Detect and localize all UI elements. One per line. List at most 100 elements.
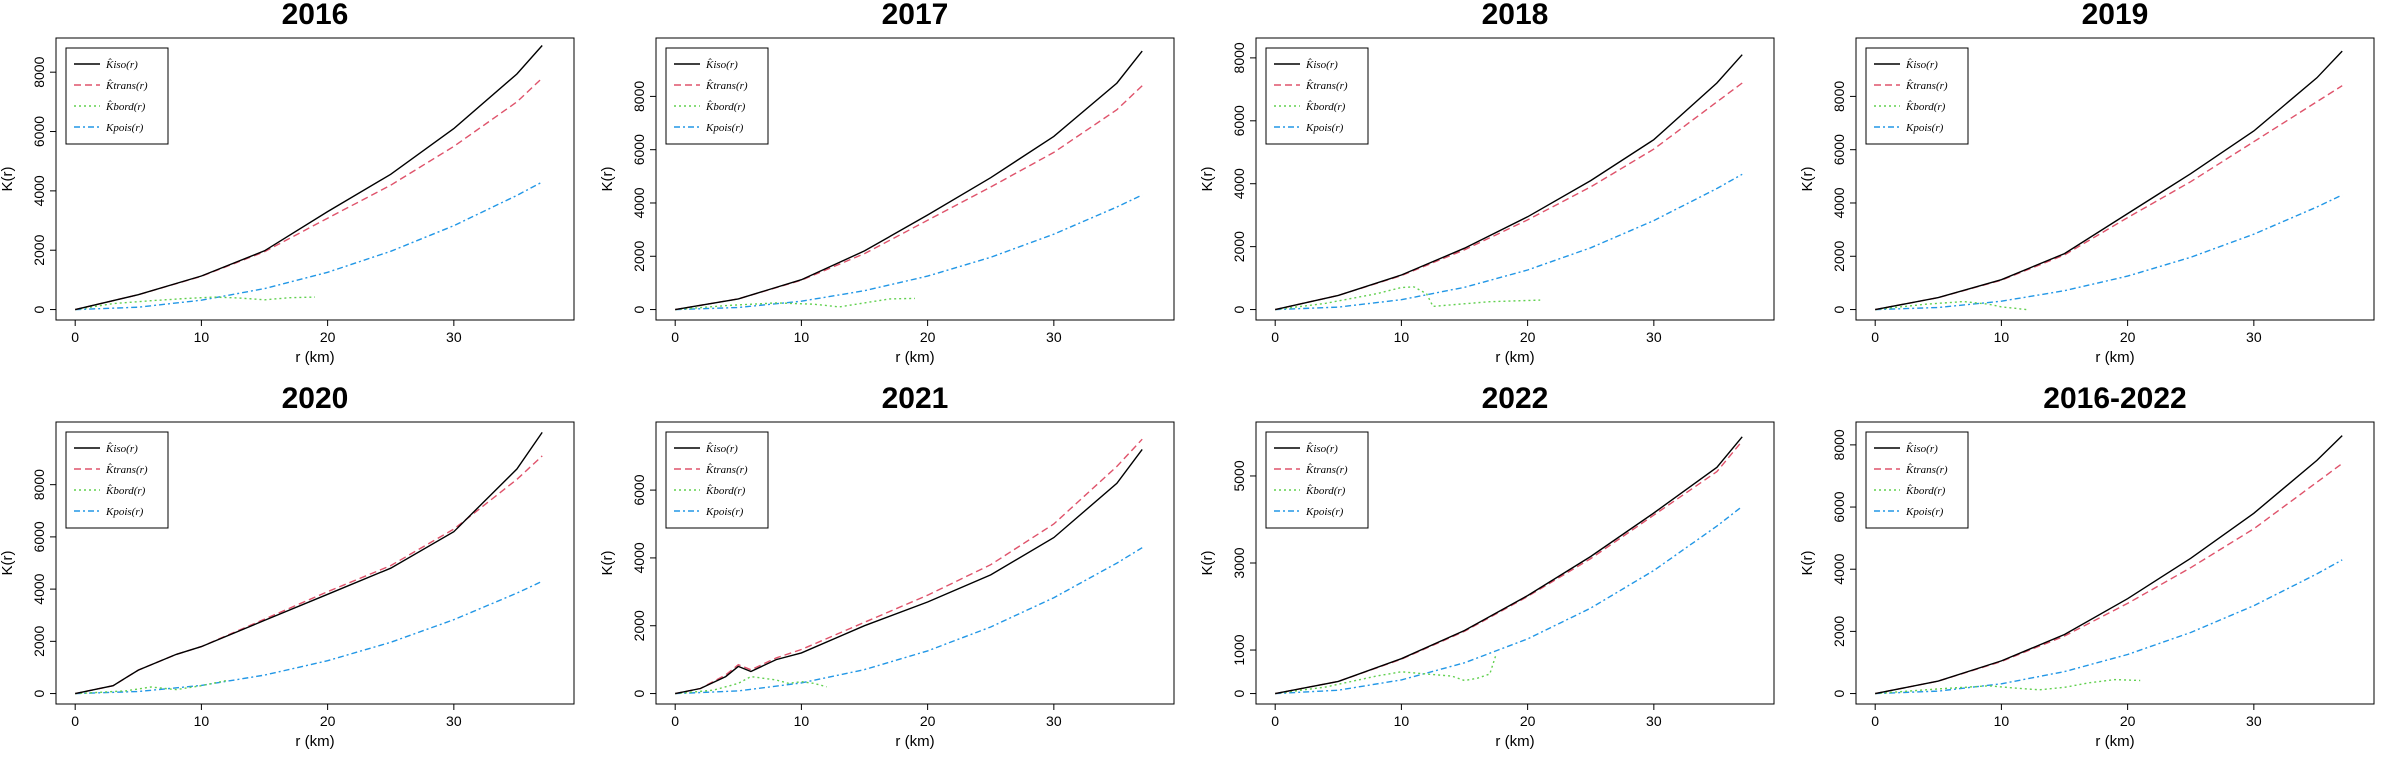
series-line-pois [675, 547, 1143, 695]
y-tick-label: 4000 [31, 573, 47, 604]
x-tick-label: 30 [1046, 329, 1062, 345]
y-tick-label: 6000 [1231, 105, 1247, 136]
chart-panel: 2019 0 10 20 30 0 2000 4000 6000 8000 r (km) K(r) K̂… [1799, 0, 2400, 384]
series-line-iso [75, 432, 543, 695]
y-tick-label: 0 [31, 305, 47, 313]
legend-label-bord: K̂bord(r) [1305, 484, 1346, 497]
series-line-pois [1875, 559, 2343, 695]
series-line-iso [1875, 435, 2343, 695]
series-line-iso [675, 50, 1143, 311]
chart-title: 2020 [282, 382, 349, 415]
legend-label-iso: K̂iso(r) [1905, 442, 1938, 455]
chart-svg: 2016-2022 0 10 20 30 0 2000 4000 6000 8000 r (km) K… [1799, 382, 2375, 750]
series-line-iso [75, 45, 543, 311]
y-tick-label: 8000 [31, 56, 47, 87]
series-line-bord [75, 296, 316, 311]
chart-panel: 2017 0 10 20 30 0 2000 4000 6000 8000 r (km) K(r) K̂… [599, 0, 1200, 384]
chart-title: 2016 [282, 0, 349, 31]
series-line-pois [75, 580, 543, 695]
series-line-pois [75, 181, 543, 311]
series-line-iso [1275, 54, 1743, 311]
x-axis-label: r (km) [295, 349, 334, 366]
x-tick-label: 10 [1994, 329, 2010, 345]
chart-svg: 2020 0 10 20 30 0 2000 4000 6000 8000 r (km) K(r) K̂… [0, 382, 575, 750]
y-tick-label: 4000 [1831, 187, 1847, 218]
y-tick-label: 8000 [631, 81, 647, 112]
series-line-trans [1875, 85, 2343, 311]
series-line-trans [675, 438, 1143, 695]
legend-label-trans: K̂trans(r) [1905, 463, 1948, 476]
legend-label-iso: K̂iso(r) [1305, 442, 1338, 455]
chart-title: 2021 [882, 382, 949, 415]
series-line-pois [1275, 173, 1743, 311]
chart-title: 2016-2022 [2043, 382, 2186, 415]
chart-panel: 2021 0 10 20 30 0 2000 4000 6000 r (km) K(r) K̂iso(… [599, 382, 1200, 768]
x-tick-label: 10 [194, 329, 210, 345]
series-line-bord [75, 679, 227, 695]
x-tick-label: 30 [1046, 713, 1062, 729]
chart-svg: 2017 0 10 20 30 0 2000 4000 6000 8000 r (km) K(r) K̂… [599, 0, 1175, 366]
series-line-pois [675, 194, 1143, 311]
plot-frame [1855, 421, 2375, 705]
x-tick-label: 10 [194, 713, 210, 729]
y-axis-label: K(r) [0, 551, 16, 576]
series-line-iso [1275, 436, 1743, 695]
x-tick-label: 0 [671, 329, 679, 345]
plot-frame [55, 421, 575, 705]
legend-label-bord: K̂bord(r) [1905, 484, 1946, 497]
x-tick-label: 0 [1871, 713, 1879, 729]
series-line-trans [675, 85, 1143, 311]
y-tick-label: 2000 [631, 610, 647, 641]
y-axis-label: K(r) [599, 167, 616, 192]
y-axis-label: K(r) [1799, 167, 1816, 192]
y-tick-label: 4000 [631, 542, 647, 573]
legend-label-iso: K̂iso(r) [105, 58, 138, 71]
y-tick-label: 6000 [1831, 491, 1847, 522]
y-tick-label: 6000 [631, 134, 647, 165]
y-tick-label: 0 [31, 689, 47, 697]
y-tick-label: 0 [1231, 689, 1247, 697]
x-tick-label: 10 [794, 329, 810, 345]
legend-label-iso: K̂iso(r) [1905, 58, 1938, 71]
y-tick-label: 2000 [1831, 240, 1847, 271]
x-tick-label: 0 [671, 713, 679, 729]
y-tick-label: 2000 [31, 234, 47, 265]
legend-label-bord: K̂bord(r) [1905, 100, 1946, 113]
x-axis-label: r (km) [295, 733, 334, 750]
x-tick-label: 30 [446, 713, 462, 729]
y-tick-label: 8000 [31, 469, 47, 500]
legend-label-trans: K̂trans(r) [1305, 463, 1348, 476]
x-tick-label: 0 [71, 713, 79, 729]
series-line-iso [675, 448, 1143, 695]
series-line-bord [1275, 654, 1497, 695]
y-tick-label: 3000 [1231, 547, 1247, 578]
legend-label-pois: Kpois(r) [1905, 122, 1944, 134]
series-line-trans [1875, 462, 2343, 695]
plot-frame [655, 421, 1175, 705]
x-tick-label: 0 [1871, 329, 1879, 345]
y-tick-label: 0 [1831, 689, 1847, 697]
x-tick-label: 30 [1646, 713, 1662, 729]
y-tick-label: 2000 [631, 240, 647, 271]
legend-label-bord: K̂bord(r) [1305, 100, 1346, 113]
y-tick-label: 4000 [631, 187, 647, 218]
legend-label-pois: Kpois(r) [1305, 506, 1344, 518]
chart-panel: 2018 0 10 20 30 0 2000 4000 6000 8000 r (km) K(r) K̂… [1199, 0, 1800, 384]
y-tick-label: 0 [1831, 305, 1847, 313]
legend-label-bord: K̂bord(r) [105, 484, 146, 497]
legend-label-iso: K̂iso(r) [705, 58, 738, 71]
y-tick-label: 5000 [1231, 460, 1247, 491]
legend-label-trans: K̂trans(r) [705, 463, 748, 476]
y-axis-label: K(r) [1199, 167, 1216, 192]
x-tick-label: 30 [2246, 329, 2262, 345]
chart-panel: 2022 0 10 20 30 0 1000 3000 5000 r (km) K(r) K̂iso(… [1199, 382, 1800, 768]
x-tick-label: 20 [320, 329, 336, 345]
y-tick-label: 4000 [31, 175, 47, 206]
y-tick-label: 1000 [1231, 634, 1247, 665]
legend-label-bord: K̂bord(r) [705, 100, 746, 113]
legend-label-pois: Kpois(r) [1305, 122, 1344, 134]
legend-label-bord: K̂bord(r) [105, 100, 146, 113]
y-tick-label: 2000 [1231, 231, 1247, 262]
chart-svg: 2016 0 10 20 30 0 2000 4000 6000 8000 r (km) K(r) K̂… [0, 0, 575, 366]
